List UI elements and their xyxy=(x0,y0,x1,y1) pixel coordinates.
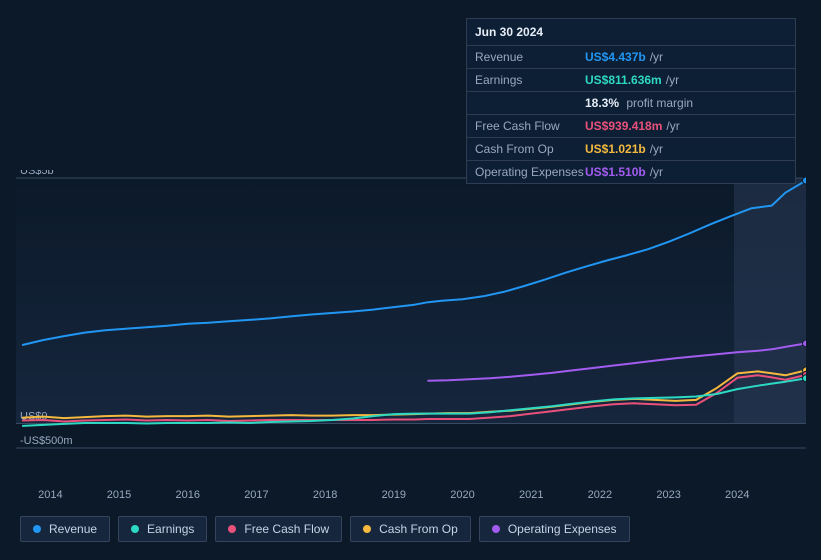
tooltip-unit: /yr xyxy=(650,142,663,156)
tooltip-value: US$811.636m xyxy=(585,73,662,87)
legend-dot-icon xyxy=(131,525,139,533)
tooltip-sub-text: profit margin xyxy=(626,96,693,110)
svg-text:2014: 2014 xyxy=(38,489,62,501)
hover-tooltip: Jun 30 2024 Revenue US$4.437b /yr Earnin… xyxy=(466,18,796,184)
tooltip-label: Revenue xyxy=(475,50,585,64)
legend-label: Revenue xyxy=(49,522,97,536)
tooltip-value: US$1.021b xyxy=(585,142,646,156)
legend-item-opex[interactable]: Operating Expenses xyxy=(479,516,630,542)
legend-item-earnings[interactable]: Earnings xyxy=(118,516,207,542)
tooltip-row-opex: Operating Expenses US$1.510b /yr xyxy=(467,161,795,183)
legend-item-fcf[interactable]: Free Cash Flow xyxy=(215,516,342,542)
legend-label: Cash From Op xyxy=(379,522,458,536)
tooltip-value: US$939.418m xyxy=(585,119,662,133)
tooltip-label: Free Cash Flow xyxy=(475,119,585,133)
legend: Revenue Earnings Free Cash Flow Cash Fro… xyxy=(20,516,630,542)
svg-text:2017: 2017 xyxy=(244,489,268,501)
tooltip-row-earnings: Earnings US$811.636m /yr xyxy=(467,69,795,92)
svg-text:2023: 2023 xyxy=(656,489,680,501)
svg-text:2024: 2024 xyxy=(725,489,749,501)
legend-label: Operating Expenses xyxy=(508,522,617,536)
chart-container: Jun 30 2024 Revenue US$4.437b /yr Earnin… xyxy=(0,0,821,560)
line-chart[interactable]: US$5bUS$0-US$500m20142015201620172018201… xyxy=(16,170,806,510)
tooltip-unit: /yr xyxy=(650,165,663,179)
tooltip-value: US$1.510b xyxy=(585,165,646,179)
svg-text:2021: 2021 xyxy=(519,489,543,501)
tooltip-label: Earnings xyxy=(475,73,585,87)
svg-text:-US$500m: -US$500m xyxy=(20,435,73,447)
svg-text:2018: 2018 xyxy=(313,489,337,501)
tooltip-unit: /yr xyxy=(666,119,679,133)
tooltip-unit: /yr xyxy=(666,73,679,87)
tooltip-date: Jun 30 2024 xyxy=(467,19,795,46)
legend-dot-icon xyxy=(228,525,236,533)
svg-text:2015: 2015 xyxy=(107,489,131,501)
legend-dot-icon xyxy=(492,525,500,533)
svg-text:2022: 2022 xyxy=(588,489,612,501)
legend-item-revenue[interactable]: Revenue xyxy=(20,516,110,542)
svg-text:US$5b: US$5b xyxy=(20,170,54,177)
tooltip-sub-value: 18.3% xyxy=(585,96,619,110)
legend-label: Earnings xyxy=(147,522,194,536)
tooltip-sub-earnings: 18.3% profit margin xyxy=(467,92,795,115)
legend-label: Free Cash Flow xyxy=(244,522,329,536)
svg-text:2020: 2020 xyxy=(450,489,474,501)
tooltip-row-revenue: Revenue US$4.437b /yr xyxy=(467,46,795,69)
tooltip-row-fcf: Free Cash Flow US$939.418m /yr xyxy=(467,115,795,138)
tooltip-unit: /yr xyxy=(650,50,663,64)
legend-dot-icon xyxy=(33,525,41,533)
tooltip-row-cfo: Cash From Op US$1.021b /yr xyxy=(467,138,795,161)
legend-dot-icon xyxy=(363,525,371,533)
svg-text:2019: 2019 xyxy=(382,489,406,501)
svg-text:2016: 2016 xyxy=(175,489,199,501)
chart-area[interactable]: US$5bUS$0-US$500m20142015201620172018201… xyxy=(16,170,806,510)
tooltip-label: Cash From Op xyxy=(475,142,585,156)
tooltip-label: Operating Expenses xyxy=(475,165,585,179)
tooltip-value: US$4.437b xyxy=(585,50,646,64)
legend-item-cfo[interactable]: Cash From Op xyxy=(350,516,471,542)
